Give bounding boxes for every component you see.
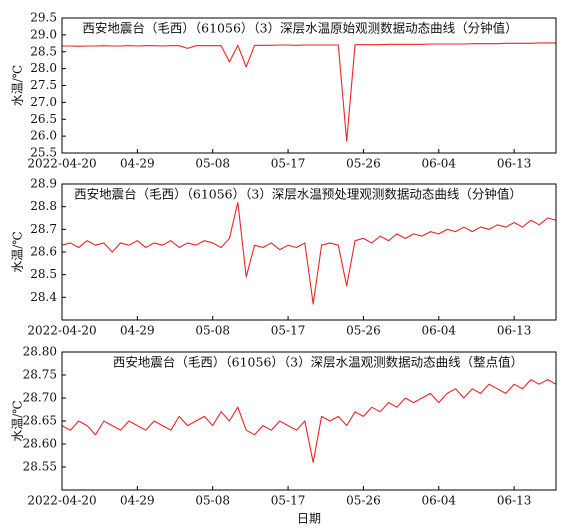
x-tick-label: 05-08: [195, 157, 230, 171]
chart-title: 西安地震台（毛西）（61056）（3）深层水温预处理观测数据动态曲线（分钟值）: [74, 187, 522, 202]
y-tick-label: 28.4: [30, 290, 57, 304]
title-background: [80, 19, 520, 37]
chart-title: 西安地震台（毛西）（61056）（3）深层水温原始观测数据动态曲线（分钟值）: [82, 21, 517, 36]
y-tick-label: 25.5: [30, 146, 57, 160]
y-tick-label: 27.5: [30, 78, 57, 92]
plot-frame: [61, 183, 557, 321]
y-tick-label: 28.0: [30, 61, 57, 75]
y-tick-label: 29.5: [30, 11, 57, 25]
x-tick-label: 06-13: [497, 324, 532, 338]
x-tick-label: 2022-04-20: [27, 494, 96, 508]
x-tick-label: 06-04: [421, 494, 456, 508]
y-tick-label: 28.80: [23, 345, 57, 359]
y-tick-label: 28.9: [30, 177, 57, 191]
x-tick-label: 06-13: [497, 494, 532, 508]
data-line: [61, 201, 557, 305]
x-axis-label: 日期: [297, 512, 321, 526]
title-background: [72, 185, 524, 203]
y-tick-label: 28.7: [30, 222, 57, 236]
x-tick-label: 05-08: [195, 324, 230, 338]
x-tick-label: 04-29: [120, 324, 155, 338]
x-tick-label: 05-17: [271, 157, 306, 171]
y-tick-label: 28.8: [30, 199, 57, 213]
y-tick-label: 27.0: [30, 95, 57, 109]
x-tick-label: 05-17: [271, 494, 306, 508]
y-tick-label: 28.70: [23, 391, 57, 405]
y-tick-label: 26.5: [30, 112, 57, 126]
x-tick-label: 05-26: [346, 157, 381, 171]
y-tick-label: 29.0: [30, 27, 57, 41]
y-axis-label: 水温/℃: [11, 65, 25, 106]
y-tick-label: 28.5: [30, 267, 57, 281]
y-tick-label: 28.55: [23, 460, 57, 474]
y-tick-label: 28.60: [23, 437, 57, 451]
x-tick-label: 2022-04-20: [27, 157, 96, 171]
x-tick-label: 05-26: [346, 324, 381, 338]
x-tick-label: 04-29: [120, 157, 155, 171]
y-tick-label: 28.6: [30, 245, 57, 259]
x-tick-label: 05-26: [346, 494, 381, 508]
y-tick-label: 28.5: [30, 44, 57, 58]
x-tick-label: 06-04: [421, 157, 456, 171]
data-line: [61, 379, 557, 463]
x-tick-label: 06-13: [497, 157, 532, 171]
plot-frame: [61, 17, 557, 154]
x-tick-label: 06-04: [421, 324, 456, 338]
plot-frame: [61, 351, 557, 491]
x-tick-label: 05-17: [271, 324, 306, 338]
y-axis-label: 水温/℃: [11, 400, 25, 441]
x-tick-label: 05-08: [195, 494, 230, 508]
y-tick-label: 26.0: [30, 129, 57, 143]
x-tick-label: 2022-04-20: [27, 324, 96, 338]
y-tick-label: 28.65: [23, 414, 57, 428]
x-tick-label: 04-29: [120, 494, 155, 508]
y-tick-label: 28.75: [23, 368, 57, 382]
title-background: [110, 353, 526, 371]
chart-title: 西安地震台（毛西）（61056）（3）深层水温观测数据动态曲线（整点值）: [113, 355, 523, 370]
y-axis-label: 水温/℃: [11, 231, 25, 272]
data-line: [62, 42, 556, 142]
